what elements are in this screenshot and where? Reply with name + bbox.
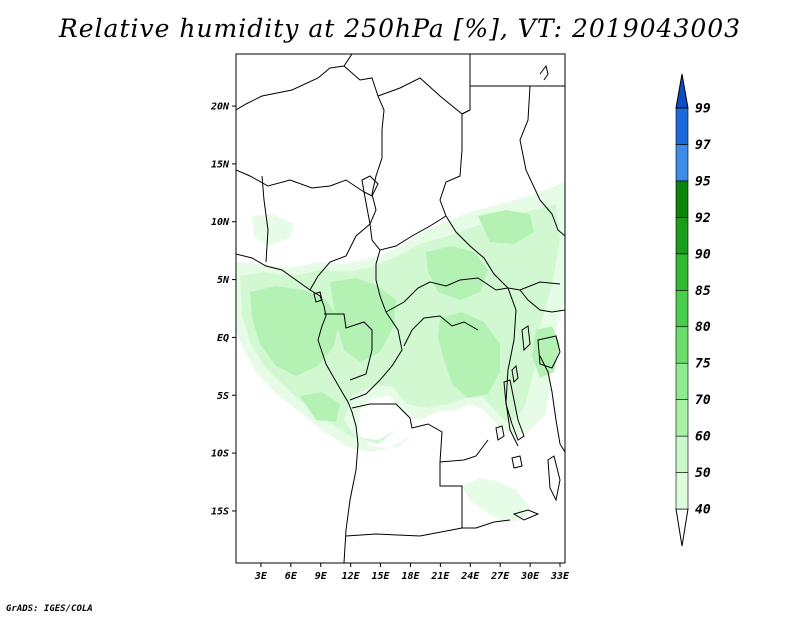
chart-title: Relative humidity at 250hPa [%], VT: 201… — [58, 14, 742, 43]
colorbar-segment — [675, 472, 689, 510]
colorbar-segment — [675, 107, 689, 145]
lat-tick-label: 5N — [217, 275, 230, 286]
border-gabon-congo — [324, 313, 373, 381]
border-algeria-libya — [236, 54, 353, 111]
humidity-shading — [236, 180, 565, 522]
lat-tick-label: 10N — [211, 217, 230, 228]
map-frame — [235, 53, 566, 564]
border-egypt-sudan — [461, 85, 565, 115]
lon-tick-label: 18E — [401, 571, 420, 582]
lake-mweru — [495, 425, 505, 441]
longitude-axis: 3E 6E 9E 12E 15E 18E 21E 24E 27E 30E 33E — [254, 563, 570, 582]
colorbar-label: 50 — [695, 466, 711, 481]
river-congo — [403, 315, 479, 347]
colorbar-segment — [675, 362, 689, 400]
border-namibia — [345, 527, 463, 537]
lake-tanganyika — [503, 379, 525, 441]
colorbar-lower-extension — [675, 508, 689, 547]
coastline-west — [236, 253, 359, 563]
colorbar-label: 60 — [695, 430, 711, 445]
border-nigeria-cameroon — [309, 223, 371, 291]
border-car-sudan — [455, 231, 561, 291]
colorbar-segment — [675, 253, 689, 291]
rh-band-60-70-c — [426, 246, 488, 300]
border-cameroon-car — [375, 249, 387, 313]
island-bioko — [313, 291, 323, 303]
border-niger-chad — [343, 65, 385, 225]
border-benin — [261, 175, 269, 263]
colorbar-segment — [675, 217, 689, 255]
colorbar-segment — [675, 144, 689, 182]
lon-tick-label: 9E — [315, 571, 328, 582]
colorbar-segment — [675, 399, 689, 437]
latitude-axis: 20N 15N 10N 5N EQ 5S 10S 15S — [210, 102, 236, 517]
rh-band-60-70-d — [438, 312, 500, 398]
border-car-drc — [385, 277, 509, 313]
colorbar-label: 80 — [695, 320, 711, 335]
border-drc-angola — [351, 403, 489, 463]
rh-band-60-70-e — [478, 210, 534, 244]
lon-tick-label: 24E — [460, 571, 480, 582]
colorbar-upper-extension — [675, 73, 689, 109]
lon-tick-label: 27E — [490, 571, 510, 582]
lon-tick-label: 33E — [550, 571, 570, 582]
border-drc-east — [505, 287, 519, 447]
colorbar-label: 99 — [695, 102, 711, 117]
colorbar-label: 75 — [695, 357, 711, 372]
lake-victoria — [537, 335, 561, 369]
lake-kivu — [511, 364, 519, 384]
border-nigeria-niger — [236, 169, 371, 225]
border-east-africa — [519, 289, 565, 313]
lon-tick-label: 6E — [285, 571, 298, 582]
lake-bangweulu — [511, 455, 523, 469]
lon-tick-label: 15E — [372, 571, 391, 582]
colorbar-label: 70 — [695, 393, 711, 408]
coast-northeast — [539, 64, 549, 81]
lake-kariba — [512, 509, 540, 521]
border-libya-egypt — [461, 54, 471, 115]
border-sudan-south — [519, 85, 565, 237]
colorbar-label: 40 — [695, 503, 711, 518]
colorbar-label: 92 — [695, 211, 711, 226]
lat-tick-label: 5S — [217, 391, 229, 402]
colorbar-segment — [675, 180, 689, 218]
grads-credit: GrADS: IGES/COLA — [6, 604, 93, 614]
rh-band-40-50-south — [462, 478, 530, 522]
lon-tick-label: 3E — [254, 571, 268, 582]
border-chad-car — [369, 215, 447, 251]
lake-albert — [521, 325, 531, 352]
colorbar-segment — [675, 435, 689, 473]
colorbar-label: 90 — [695, 247, 711, 262]
rh-band-60-70-g — [300, 392, 340, 422]
lat-tick-label: 10S — [211, 449, 229, 460]
colorbar-label: 85 — [695, 284, 711, 299]
lake-malawi — [547, 455, 561, 502]
lat-tick-label: 20N — [210, 102, 230, 113]
colorbar-label: 95 — [695, 174, 711, 189]
border-sudan-chad — [377, 77, 463, 233]
rh-band-40-50-west — [252, 214, 294, 246]
colorbar-segment — [675, 289, 689, 328]
colorbar: 40 50 60 70 75 80 85 90 92 95 97 99 — [675, 73, 711, 547]
lon-tick-label: 12E — [342, 571, 361, 582]
lat-tick-label: 15N — [211, 159, 230, 170]
colorbar-segment — [675, 326, 689, 364]
rh-band-60-70-b — [330, 278, 396, 362]
lat-tick-label: EQ — [217, 333, 229, 344]
colorbar-label: 97 — [695, 138, 711, 153]
lon-tick-label: 30E — [520, 571, 540, 582]
rh-band-60-70-a — [250, 286, 340, 376]
lon-tick-label: 21E — [430, 571, 450, 582]
boundaries — [236, 54, 565, 563]
border-congo-drc — [349, 311, 403, 401]
lake-chad — [361, 175, 379, 197]
lat-tick-label: 15S — [211, 506, 229, 517]
border-tanzania — [539, 355, 565, 453]
